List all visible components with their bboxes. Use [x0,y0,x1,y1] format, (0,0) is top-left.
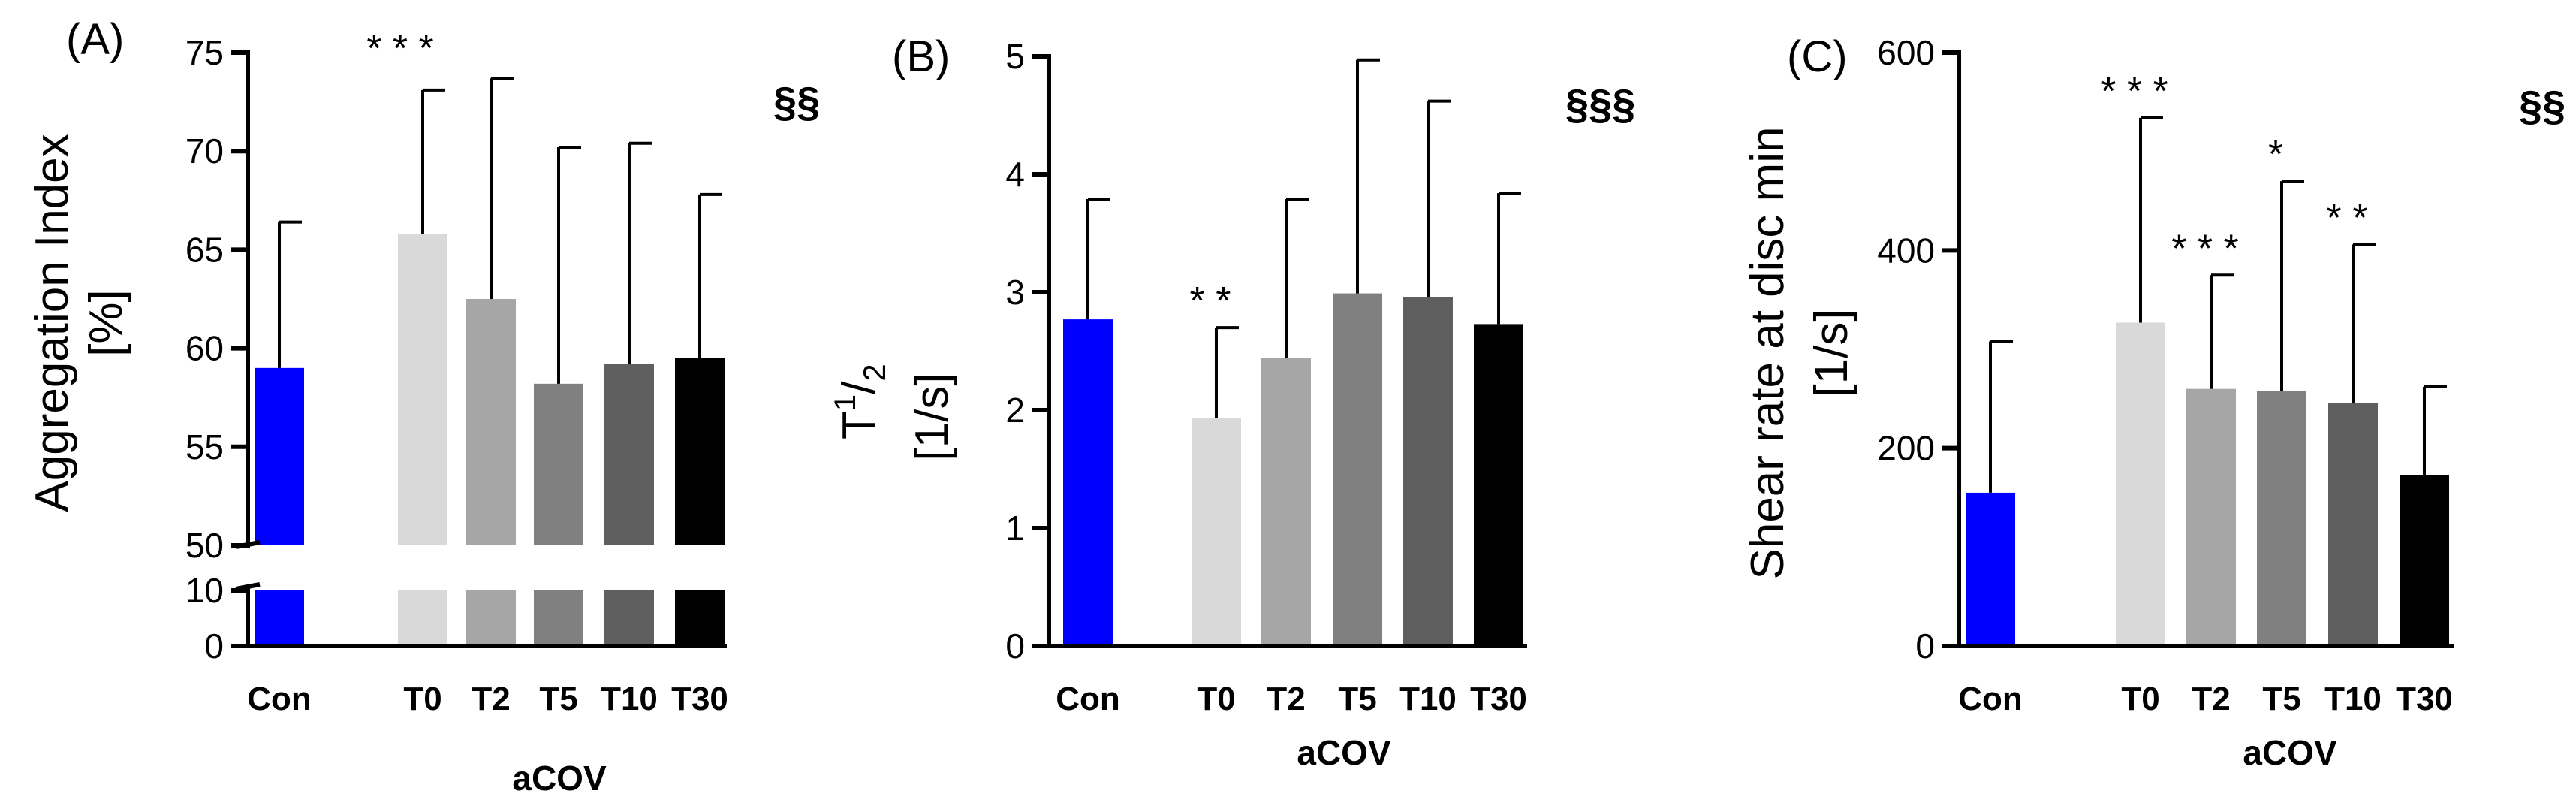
panel-c-y-unit: [1/s] [1806,309,1857,397]
y-tick-label: 5 [1005,37,1025,76]
panel-c-y-label: Shear rate at disc min [1742,126,1794,579]
x-tick-label-con: Con [1056,681,1120,717]
bar-t0 [2116,322,2165,646]
y-tick-label: 50 [185,526,224,565]
panel-c-group-significance: §§ [2519,82,2565,129]
panel-a-y-label: Aggregation Index [26,134,78,512]
x-tick-label-t2: T2 [2192,681,2230,717]
significance-t10: * * [2327,196,2368,240]
panel-a-label: (A) [66,15,124,64]
panel-b-y-unit: [1/s] [906,373,958,460]
panel-a-x-label: aCOV [512,759,607,798]
x-tick-label-t30: T30 [1470,681,1527,717]
y-tick-label: 10 [185,571,224,610]
bar-t30 [2400,475,2449,646]
panel-c-xticks: Con T0 T2 T5 T10 T30 [1958,681,2453,717]
panel-b-y-label-sup: 1 [829,394,862,411]
panel-c-label: (C) [1787,32,1848,81]
x-tick-label-t5: T5 [2262,681,2300,717]
panel-b-y-label-sub: 2 [857,364,892,381]
panel-b-label: (B) [892,32,950,81]
panel-b-group-significance: §§§ [1565,80,1635,128]
y-tick-label: 60 [185,329,224,368]
panel-a: (A) Aggregation Index [%] * * * 50 55 60 65… [26,15,820,798]
bar-lower-t10 [604,590,654,646]
panel-a-y-unit: [%] [80,289,132,357]
bar-con [1966,492,2015,646]
y-tick-label: 3 [1005,273,1025,312]
bar-upper-t2 [466,299,516,545]
y-tick-label: 0 [204,626,224,666]
significance-t2: * * * [2171,227,2239,270]
panel-b-y-label-main: T [833,411,885,439]
y-tick-label: 200 [1877,429,1935,468]
significance-t0: * * [1190,279,1231,323]
bar-lower-t0 [398,590,447,646]
panel-c-axes: 0 200 400 600 [1877,33,2454,666]
x-tick-label-t10: T10 [2324,681,2382,717]
x-tick-label-con: Con [1958,681,2023,717]
panel-a-y-axis-title: Aggregation Index [%] [26,134,132,512]
y-tick-label: 55 [185,427,224,466]
bar-t2 [2186,388,2236,646]
y-tick-label: 2 [1005,391,1025,430]
panel-b-x-label: aCOV [1297,733,1391,772]
x-tick-label-t2: T2 [1267,681,1305,717]
x-tick-label-t30: T30 [2396,681,2453,717]
y-tick-label: 1 [1005,509,1025,548]
y-tick-label: 400 [1877,231,1935,270]
x-tick-label-t0: T0 [1197,681,1235,717]
y-tick-label: 70 [185,131,224,171]
bar-t10 [1403,297,1453,646]
x-tick-label-t5: T5 [539,681,577,717]
bar-upper-t10 [604,364,654,545]
bar-upper-t5 [534,383,583,545]
panel-a-bars: * * * [255,27,725,646]
x-tick-label-t0: T0 [2121,681,2159,717]
panel-c: (C) Shear rate at disc min [1/s] * * ** … [1742,32,2565,772]
bar-t2 [1261,358,1311,646]
bar-t30 [1474,324,1523,646]
panel-b-xticks: Con T0 T2 T5 T10 T30 [1056,681,1527,717]
x-tick-label-t2: T2 [472,681,510,717]
y-tick-label: 4 [1005,155,1025,194]
bar-t10 [2328,403,2378,646]
y-tick-label: 65 [185,230,224,269]
bar-upper-t30 [675,358,725,545]
panel-b-axes: 0 1 2 3 4 5 [1005,37,1527,666]
x-tick-label-t5: T5 [1338,681,1376,717]
panel-c-x-label: aCOV [2243,733,2337,772]
bar-upper-t0 [398,234,447,545]
x-tick-label-t10: T10 [1399,681,1457,717]
bar-t5 [1333,293,1382,646]
panel-a-group-significance: §§ [773,78,820,125]
bar-con [1063,319,1113,646]
panel-a-xticks: Con T0 T2 T5 T10 T30 [247,681,728,717]
bar-lower-con [255,590,304,646]
bar-lower-t30 [675,590,725,646]
significance-t0: * * * [2101,70,2168,113]
panel-b-bars: * * [1063,58,1523,646]
bar-lower-t5 [534,590,583,646]
y-tick-label: 0 [1915,626,1935,666]
y-tick-label: 600 [1877,33,1935,72]
y-tick-label: 0 [1005,626,1025,666]
panel-b-y-axis-title: T1/2 [829,364,892,439]
bar-lower-t2 [466,590,516,646]
x-tick-label-t10: T10 [601,681,658,717]
svg-text:T1/2: T1/2 [829,364,892,439]
x-tick-label-t0: T0 [403,681,441,717]
significance-t5: * [2268,133,2283,177]
x-tick-label-con: Con [247,681,312,717]
y-tick-label: 75 [185,33,224,72]
bar-t0 [1192,418,1241,646]
significance-t0: * * * [366,27,434,71]
bar-upper-con [255,367,304,545]
x-tick-label-t30: T30 [671,681,728,717]
bar-t5 [2257,391,2306,646]
panel-a-axes: 50 55 60 65 70 75 0 10 [185,33,727,666]
panel-c-bars: * * * * * * * * * [1966,70,2449,646]
